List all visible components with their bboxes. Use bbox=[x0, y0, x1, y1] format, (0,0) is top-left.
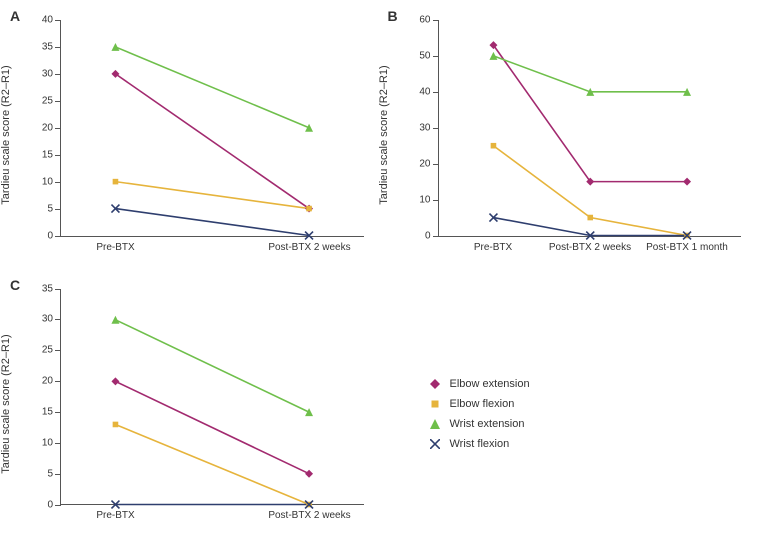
triangle-icon bbox=[428, 417, 442, 431]
y-tick-label: 30 bbox=[42, 69, 53, 80]
y-tick-label: 35 bbox=[42, 42, 53, 53]
legend: Elbow extension Elbow flexion Wrist extens… bbox=[388, 277, 748, 532]
y-tick-label: 40 bbox=[42, 15, 53, 26]
panel-label: C bbox=[10, 277, 20, 293]
y-tick bbox=[55, 236, 61, 237]
series-marker bbox=[111, 377, 119, 385]
y-axis-title: Tardieu scale score (R2–R1) bbox=[0, 66, 12, 205]
y-tick-label: 0 bbox=[47, 231, 53, 242]
series-marker bbox=[305, 408, 313, 416]
series-line bbox=[115, 424, 309, 504]
y-tick-label: 40 bbox=[419, 87, 430, 98]
y-tick-label: 25 bbox=[42, 345, 53, 356]
series-marker bbox=[111, 43, 119, 51]
series-marker bbox=[305, 124, 313, 132]
panel-grid: A Tardieu scale score (R2–R1) 0510152025… bbox=[10, 8, 747, 531]
series-line bbox=[115, 182, 309, 209]
legend-item: Wrist flexion bbox=[428, 437, 748, 451]
diamond-icon bbox=[428, 377, 442, 391]
y-tick-label: 10 bbox=[419, 195, 430, 206]
x-tick-label: Post-BTX 2 weeks bbox=[268, 510, 350, 521]
series-line bbox=[115, 209, 309, 236]
y-tick-label: 5 bbox=[47, 204, 53, 215]
series-marker bbox=[306, 206, 312, 212]
y-tick-label: 35 bbox=[42, 283, 53, 294]
series-marker bbox=[683, 178, 691, 186]
plot-area: 0510152025303540Pre-BTXPost-BTX 2 weeks bbox=[60, 20, 364, 237]
panel-label: A bbox=[10, 8, 20, 24]
panel-b: B Tardieu scale score (R2–R1) 0102030405… bbox=[388, 8, 748, 263]
series-marker bbox=[490, 143, 496, 149]
plot-svg bbox=[61, 289, 364, 505]
square-icon bbox=[428, 397, 442, 411]
plot-svg bbox=[61, 20, 364, 236]
legend-label: Wrist extension bbox=[450, 418, 525, 430]
series-line bbox=[115, 47, 309, 128]
panel-label: B bbox=[388, 8, 398, 24]
y-tick-label: 15 bbox=[42, 150, 53, 161]
series-line bbox=[115, 381, 309, 473]
y-tick-label: 0 bbox=[425, 231, 431, 242]
series-marker bbox=[111, 315, 119, 323]
series-marker bbox=[587, 215, 593, 221]
series-marker bbox=[305, 469, 313, 477]
x-tick-label: Post-BTX 1 month bbox=[646, 242, 728, 253]
y-tick-label: 0 bbox=[47, 499, 53, 510]
legend-label: Wrist flexion bbox=[450, 438, 510, 450]
plot-area: 0102030405060Pre-BTXPost-BTX 2 weeksPost… bbox=[438, 20, 742, 237]
plot-svg bbox=[439, 20, 742, 236]
y-tick-label: 30 bbox=[42, 314, 53, 325]
y-tick-label: 20 bbox=[42, 376, 53, 387]
y-tick-label: 10 bbox=[42, 177, 53, 188]
y-tick-label: 60 bbox=[419, 15, 430, 26]
y-tick-label: 30 bbox=[419, 123, 430, 134]
legend-item: Wrist extension bbox=[428, 417, 748, 431]
series-line bbox=[493, 146, 687, 236]
y-tick bbox=[55, 505, 61, 506]
y-tick-label: 15 bbox=[42, 406, 53, 417]
legend-label: Elbow extension bbox=[450, 378, 530, 390]
y-tick-label: 25 bbox=[42, 96, 53, 107]
y-tick-label: 20 bbox=[419, 159, 430, 170]
series-line bbox=[115, 74, 309, 209]
y-tick-label: 5 bbox=[47, 468, 53, 479]
series-line bbox=[493, 45, 687, 181]
y-tick-label: 10 bbox=[42, 437, 53, 448]
x-tick-label: Pre-BTX bbox=[96, 242, 134, 253]
figure: A Tardieu scale score (R2–R1) 0510152025… bbox=[0, 0, 757, 539]
series-line bbox=[115, 319, 309, 411]
y-tick-label: 20 bbox=[42, 123, 53, 134]
legend-label: Elbow flexion bbox=[450, 398, 515, 410]
x-icon bbox=[428, 437, 442, 451]
panel-a: A Tardieu scale score (R2–R1) 0510152025… bbox=[10, 8, 370, 263]
series-marker bbox=[489, 52, 497, 60]
x-tick-label: Post-BTX 2 weeks bbox=[549, 242, 631, 253]
plot-area: 05101520253035Pre-BTXPost-BTX 2 weeks bbox=[60, 289, 364, 506]
panel-c: C Tardieu scale score (R2–R1) 0510152025… bbox=[10, 277, 370, 532]
series-marker bbox=[113, 179, 119, 185]
x-tick-label: Pre-BTX bbox=[474, 242, 512, 253]
series-marker bbox=[113, 421, 119, 427]
y-axis-title: Tardieu scale score (R2–R1) bbox=[0, 334, 12, 473]
y-axis-title: Tardieu scale score (R2–R1) bbox=[378, 66, 390, 205]
y-tick-label: 50 bbox=[419, 51, 430, 62]
x-tick-label: Pre-BTX bbox=[96, 510, 134, 521]
legend-item: Elbow extension bbox=[428, 377, 748, 391]
y-tick bbox=[433, 236, 439, 237]
x-tick-label: Post-BTX 2 weeks bbox=[268, 242, 350, 253]
legend-item: Elbow flexion bbox=[428, 397, 748, 411]
